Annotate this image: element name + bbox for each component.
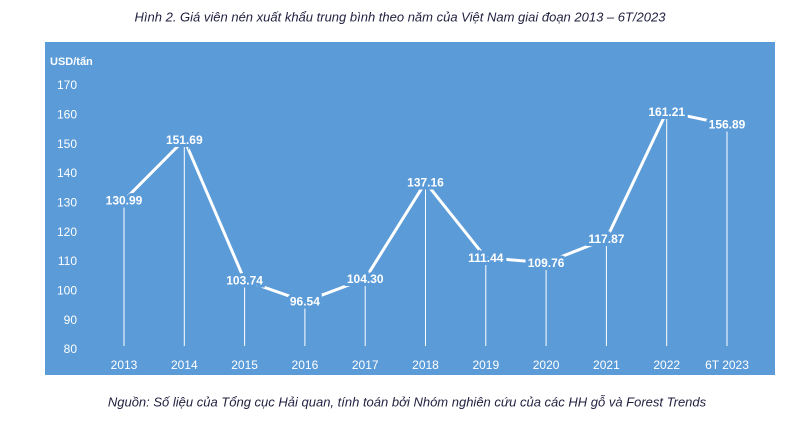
y-tick-label: 110 (58, 254, 77, 268)
data-label: 161.21 (648, 105, 685, 119)
y-tick-label: 100 (57, 284, 77, 298)
y-tick-label: 130 (57, 196, 77, 210)
x-tick-label: 2017 (352, 358, 379, 372)
x-tick-label: 2020 (533, 358, 560, 372)
data-label: 103.74 (226, 274, 263, 288)
data-label: 156.89 (709, 118, 746, 132)
data-label: 130.99 (106, 194, 143, 208)
x-tick-label: 2013 (111, 358, 138, 372)
chart-title: Hình 2. Giá viên nén xuất khẩu trung bìn… (135, 9, 667, 24)
data-label: 104.30 (347, 272, 384, 286)
x-tick-label: 2018 (412, 358, 439, 372)
x-tick-label: 2021 (593, 358, 620, 372)
y-tick-label: 80 (64, 342, 78, 356)
data-label: 111.44 (468, 251, 504, 265)
x-tick-label: 2016 (292, 358, 319, 372)
x-tick-label: 2015 (231, 358, 258, 372)
y-axis-label: USD/tấn (50, 56, 93, 68)
y-tick-label: 120 (57, 225, 77, 239)
data-label: 151.69 (166, 133, 203, 147)
source-note: Nguồn: Số liệu của Tổng cục Hải quan, tí… (108, 394, 707, 409)
x-tick-label: 2022 (653, 358, 680, 372)
y-tick-label: 90 (64, 313, 78, 327)
y-tick-label: 170 (57, 78, 77, 92)
x-tick-label: 6T 2023 (705, 358, 749, 372)
data-label: 117.87 (588, 232, 624, 246)
y-tick-label: 160 (57, 108, 77, 122)
line (122, 110, 728, 304)
data-label: 96.54 (290, 295, 320, 309)
y-tick-label: 140 (57, 166, 77, 180)
y-tick-label: 150 (57, 137, 77, 151)
x-tick-label: 2019 (472, 358, 499, 372)
data-label: 109.76 (528, 256, 565, 270)
data-label: 137.16 (407, 176, 444, 190)
x-tick-label: 2014 (171, 358, 198, 372)
